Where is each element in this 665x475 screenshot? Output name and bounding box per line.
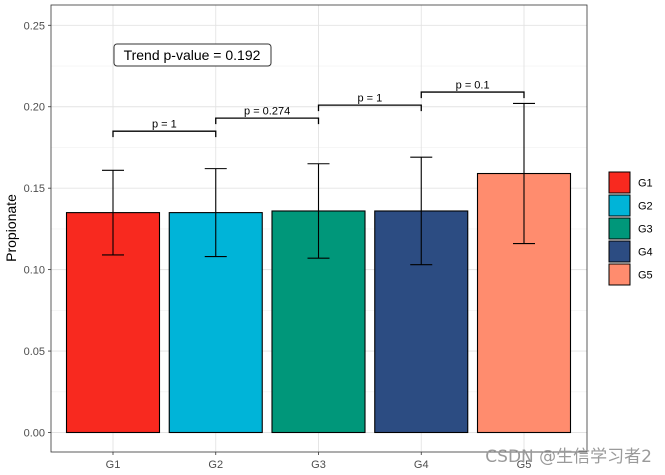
comparison-bracket: p = 0.274 (215, 106, 320, 125)
legend-label: G5 (638, 270, 653, 282)
legend-label: G4 (638, 247, 653, 259)
x-tick-label: G1 (106, 459, 121, 471)
comparison-brackets: p = 1 p = 0.274 p = 1 p = 0.1 (112, 80, 525, 138)
y-tick-label: 0.10 (24, 265, 45, 277)
x-axis: G1 G2 G3 G4 G5 (106, 452, 532, 471)
legend-swatch (608, 217, 631, 240)
legend-swatch (608, 194, 631, 217)
plot-panel-border (50, 4, 588, 453)
trend-annotation-text: Trend p-value = 0.192 (124, 47, 261, 63)
legend-item-g5: G5 (608, 263, 653, 286)
legend-label: G3 (638, 224, 653, 236)
comparison-bracket: p = 1 (317, 93, 422, 112)
bracket-line (317, 104, 422, 112)
x-tick-label: G3 (311, 459, 326, 471)
watermark-text: CSDN @生信学习者2 (485, 447, 652, 467)
legend-swatch (608, 263, 631, 286)
error-bars-group (102, 102, 535, 266)
comparison-bracket: p = 1 (112, 119, 217, 138)
legend-swatch (608, 171, 631, 194)
x-tick-label: G5 (517, 459, 532, 471)
bracket-line (112, 130, 217, 138)
bracket-line (420, 91, 525, 99)
legend-item-g4: G4 (608, 240, 653, 263)
trend-annotation-box (113, 43, 272, 67)
legend-label: G2 (638, 201, 653, 213)
legend-swatch (608, 240, 631, 263)
trend-annotation: Trend p-value = 0.192 (113, 43, 272, 67)
legend-item-g2: G2 (608, 194, 653, 217)
y-axis: 0.00 0.05 0.10 0.15 0.20 0.25 (24, 20, 51, 440)
bracket-label: p = 1 (357, 93, 382, 105)
y-tick-label: 0.15 (24, 183, 45, 195)
legend-label: G1 (638, 178, 653, 190)
x-tick-label: G4 (414, 459, 429, 471)
legend-item-g3: G3 (608, 217, 653, 240)
bracket-label: p = 0.274 (244, 106, 290, 118)
bracket-label: p = 0.1 (456, 80, 490, 92)
bracket-label: p = 1 (152, 119, 177, 131)
y-tick-label: 0.00 (24, 428, 45, 440)
legend-item-g1: G1 (608, 171, 653, 194)
comparison-bracket: p = 0.1 (420, 80, 525, 99)
y-axis-title: Propionate (3, 194, 19, 262)
legend: G1 G2 G3 G4 G5 (608, 171, 653, 286)
y-tick-label: 0.05 (24, 346, 45, 358)
y-tick-label: 0.20 (24, 102, 45, 114)
bracket-line (215, 117, 320, 125)
y-tick-label: 0.25 (24, 20, 45, 32)
x-tick-label: G2 (208, 459, 223, 471)
